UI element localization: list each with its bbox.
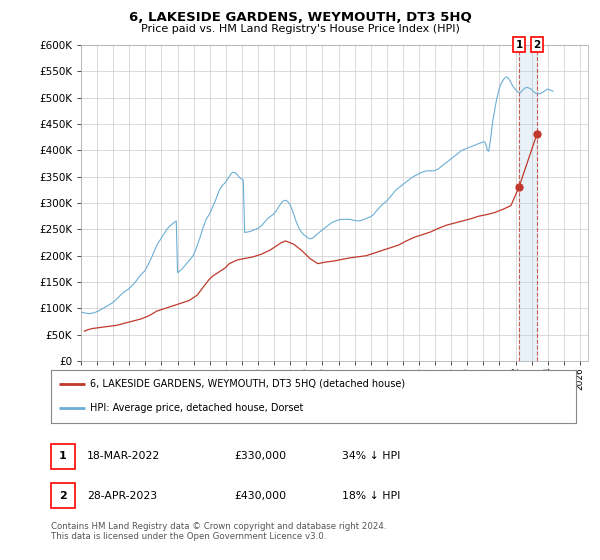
Text: 18-MAR-2022: 18-MAR-2022 <box>87 451 160 461</box>
Text: 34% ↓ HPI: 34% ↓ HPI <box>342 451 400 461</box>
Text: 1: 1 <box>59 451 67 461</box>
Text: 6, LAKESIDE GARDENS, WEYMOUTH, DT3 5HQ: 6, LAKESIDE GARDENS, WEYMOUTH, DT3 5HQ <box>128 11 472 24</box>
Text: 2: 2 <box>59 491 67 501</box>
Text: 6, LAKESIDE GARDENS, WEYMOUTH, DT3 5HQ (detached house): 6, LAKESIDE GARDENS, WEYMOUTH, DT3 5HQ (… <box>91 379 406 389</box>
Text: 18% ↓ HPI: 18% ↓ HPI <box>342 491 400 501</box>
Text: £430,000: £430,000 <box>234 491 286 501</box>
Text: HPI: Average price, detached house, Dorset: HPI: Average price, detached house, Dors… <box>91 403 304 413</box>
Bar <box>519 45 537 361</box>
Text: Contains HM Land Registry data © Crown copyright and database right 2024.
This d: Contains HM Land Registry data © Crown c… <box>51 522 386 542</box>
Text: 2: 2 <box>533 40 541 50</box>
Text: 28-APR-2023: 28-APR-2023 <box>87 491 157 501</box>
Text: £330,000: £330,000 <box>234 451 286 461</box>
Text: Price paid vs. HM Land Registry's House Price Index (HPI): Price paid vs. HM Land Registry's House … <box>140 24 460 34</box>
Text: 1: 1 <box>515 40 523 50</box>
